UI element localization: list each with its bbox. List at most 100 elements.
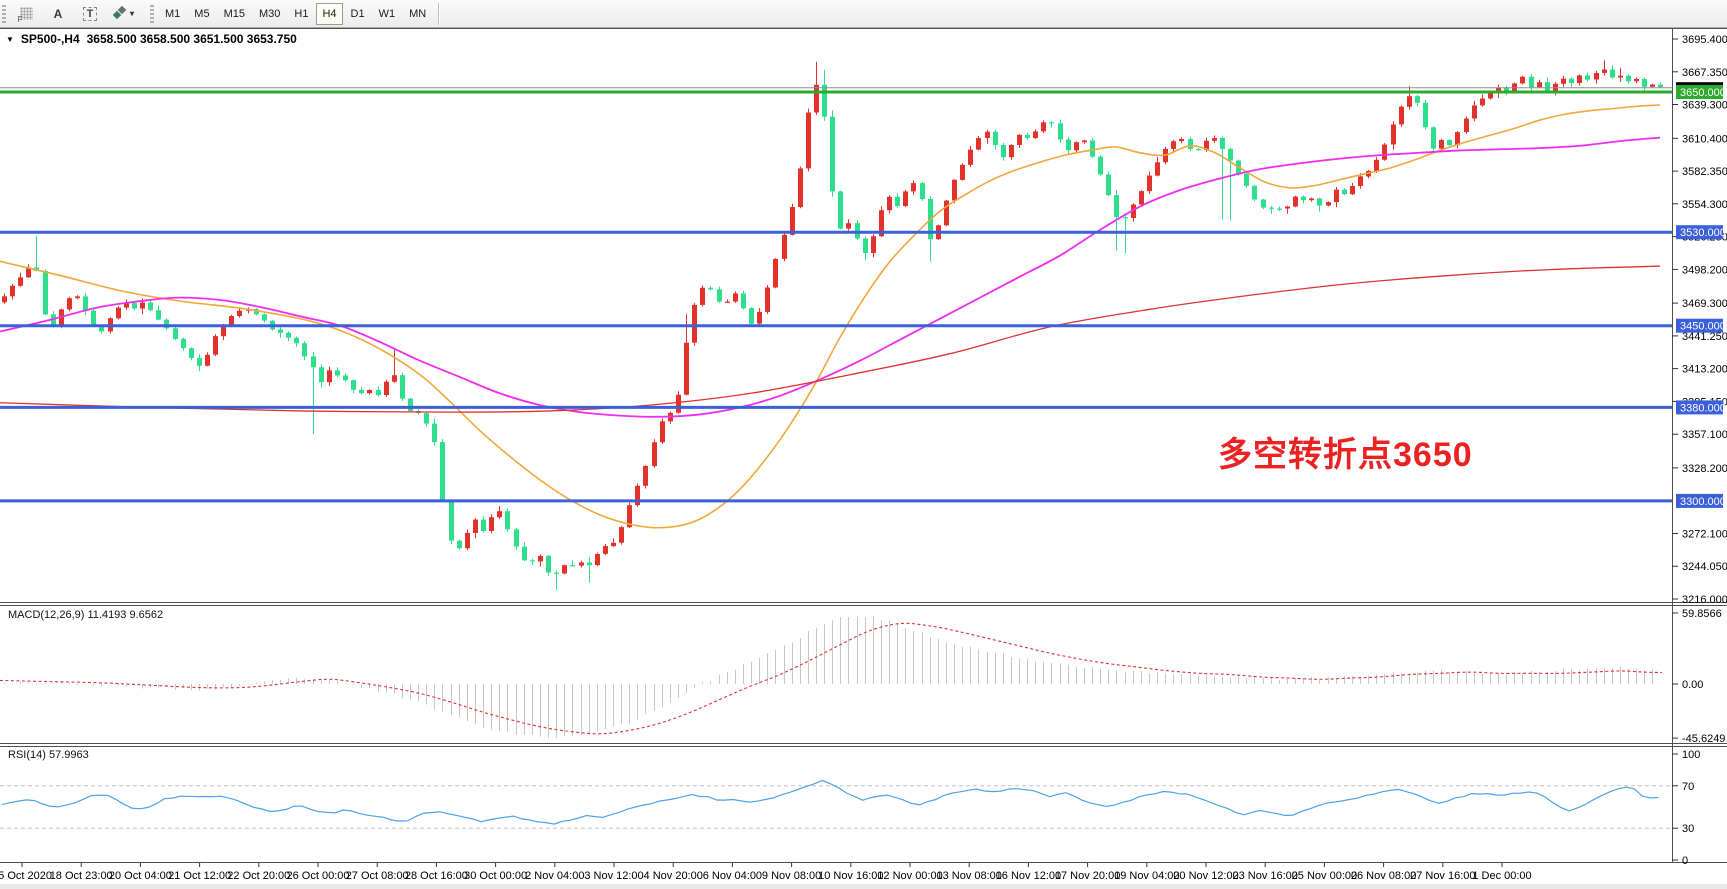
svg-text:3469.300: 3469.300: [1682, 298, 1727, 310]
svg-text:70: 70: [1682, 781, 1694, 793]
rsi-pane: [0, 779, 1672, 829]
svg-text:30 Oct 00:00: 30 Oct 00:00: [464, 870, 527, 882]
svg-text:3413.200: 3413.200: [1682, 364, 1727, 376]
price-box-3530.000: [1676, 225, 1723, 240]
svg-text:4 Nov 20:00: 4 Nov 20:00: [644, 870, 703, 882]
price-box-3650.000: [1676, 85, 1723, 99]
timeframe-button-m5[interactable]: M5: [194, 7, 210, 20]
letter-t-icon: T: [82, 6, 98, 21]
macd-signal-line: [0, 622, 1663, 735]
timeframe-button-h1[interactable]: H1: [294, 7, 309, 20]
svg-text:3450.000: 3450.000: [1680, 321, 1726, 333]
timeframe-button-d1[interactable]: D1: [350, 7, 365, 20]
toolbar: F A T ▾ M1 M5 M15 M30 H1 H4 D1 W1 MN: [0, 0, 1727, 28]
text-tool-button[interactable]: A: [44, 2, 72, 26]
textbox-tool-button[interactable]: T: [76, 2, 104, 26]
macd-pane: [0, 616, 1663, 738]
timeframe-button-m30[interactable]: M30: [258, 7, 281, 20]
svg-text:0: 0: [1682, 855, 1688, 867]
chart-title: ▼ SP500-,H4 3658.500 3658.500 3651.500 3…: [6, 32, 297, 46]
svg-text:3650.000: 3650.000: [1680, 87, 1726, 99]
template-tool-button[interactable]: F: [12, 2, 40, 26]
svg-text:26 Nov 08:00: 26 Nov 08:00: [1351, 870, 1416, 882]
ohlc-values-label: 3658.500 3658.500 3651.500 3653.750: [86, 32, 297, 46]
macd-indicator-label: MACD(12,26,9) 11.4193 9.6562: [8, 609, 164, 621]
svg-text:3 Nov 12:00: 3 Nov 12:00: [584, 870, 643, 882]
svg-text:23 Nov 16:00: 23 Nov 16:00: [1232, 870, 1297, 882]
svg-text:16 Nov 12:00: 16 Nov 12:00: [996, 870, 1061, 882]
timeframe-toolbar-grip[interactable]: [150, 4, 155, 23]
price-box-3380.000: [1676, 400, 1723, 415]
svg-text:3498.200: 3498.200: [1682, 264, 1727, 276]
svg-text:20 Oct 04:00: 20 Oct 04:00: [109, 870, 172, 882]
timeframe-button-mn[interactable]: MN: [409, 7, 427, 20]
svg-text:3554.300: 3554.300: [1682, 199, 1727, 211]
svg-text:3530.000: 3530.000: [1680, 227, 1726, 239]
svg-text:3300.000: 3300.000: [1680, 496, 1726, 508]
svg-text:12 Nov 00:00: 12 Nov 00:00: [877, 870, 942, 882]
svg-text:3667.350: 3667.350: [1682, 67, 1727, 79]
svg-text:27 Oct 08:00: 27 Oct 08:00: [346, 870, 409, 882]
svg-text:20 Nov 12:00: 20 Nov 12:00: [1173, 870, 1238, 882]
price-box-3300.000: [1676, 493, 1723, 508]
letter-a-icon: A: [53, 6, 63, 21]
arrows-tool-button[interactable]: ▾: [108, 2, 138, 26]
svg-text:30: 30: [1682, 823, 1694, 835]
svg-text:3610.400: 3610.400: [1682, 133, 1727, 145]
rsi-indicator-label: RSI(14) 57.9963: [8, 749, 89, 761]
macd-axis: 59.8566 0.00 -45.6249: [1672, 608, 1725, 745]
dropdown-caret-icon: ▾: [130, 9, 135, 18]
svg-text:3357.100: 3357.100: [1682, 429, 1727, 441]
symbol-period-label: SP500-,H4: [20, 32, 80, 46]
timeframe-button-group: M1 M5 M15 M30 H1 H4 D1 W1 MN: [158, 2, 433, 25]
svg-text:21 Oct 12:00: 21 Oct 12:00: [168, 870, 231, 882]
svg-text:28 Oct 16:00: 28 Oct 16:00: [405, 870, 468, 882]
svg-text:13 Nov 08:00: 13 Nov 08:00: [936, 870, 1001, 882]
price-axis: 3695.400 3667.350 3639.300 3610.400 3582.350…: [1672, 34, 1727, 606]
svg-text:-45.6249: -45.6249: [1682, 733, 1725, 745]
timeframe-button-w1[interactable]: W1: [378, 7, 396, 20]
svg-text:3272.100: 3272.100: [1682, 529, 1727, 541]
chart-annotation: 多空转折点3650: [1218, 436, 1473, 474]
svg-text:19 Nov 04:00: 19 Nov 04:00: [1114, 870, 1179, 882]
svg-text:3380.000: 3380.000: [1680, 402, 1726, 414]
svg-text:9 Nov 08:00: 9 Nov 08:00: [762, 870, 821, 882]
svg-text:27 Nov 16:00: 27 Nov 16:00: [1410, 870, 1475, 882]
svg-text:3695.400: 3695.400: [1682, 34, 1727, 46]
svg-text:26 Oct 00:00: 26 Oct 00:00: [287, 870, 350, 882]
svg-text:59.8566: 59.8566: [1682, 608, 1722, 620]
svg-text:0.00: 0.00: [1682, 679, 1703, 691]
svg-text:3441.250: 3441.250: [1682, 331, 1727, 343]
dotted-grid-icon: F: [18, 7, 33, 24]
grid-f-label: F: [17, 15, 23, 24]
price-box-3450.000: [1676, 318, 1723, 333]
svg-text:25 Nov 00:00: 25 Nov 00:00: [1292, 870, 1357, 882]
rsi-line: [1, 779, 1659, 825]
ma-slow-red: [0, 265, 1661, 413]
timeframe-button-m1[interactable]: M1: [165, 7, 181, 20]
svg-text:17 Nov 20:00: 17 Nov 20:00: [1055, 870, 1120, 882]
svg-text:3244.050: 3244.050: [1682, 561, 1727, 573]
svg-text:6 Nov 04:00: 6 Nov 04:00: [703, 870, 762, 882]
ma-mid-magenta: [0, 136, 1661, 418]
rsi-axis: 100 70 30 0: [1672, 749, 1700, 867]
svg-text:2 Nov 04:00: 2 Nov 04:00: [525, 870, 584, 882]
collapse-triangle-icon[interactable]: ▼: [6, 34, 14, 44]
candlestick-series: [0, 60, 1663, 590]
svg-text:3328.200: 3328.200: [1682, 463, 1727, 475]
toolbar-separator: [438, 2, 441, 25]
svg-text:10 Nov 16:00: 10 Nov 16:00: [818, 870, 883, 882]
svg-text:100: 100: [1682, 749, 1700, 761]
svg-text:3582.350: 3582.350: [1682, 166, 1727, 178]
ma-fast-orange: [0, 104, 1661, 529]
timeframe-button-h4[interactable]: H4: [316, 2, 343, 25]
price-level-lines: [0, 87, 1672, 503]
toolbar-grip[interactable]: [2, 4, 6, 23]
svg-text:18 Oct 23:00: 18 Oct 23:00: [50, 870, 113, 882]
svg-text:1 Dec 00:00: 1 Dec 00:00: [1472, 870, 1531, 882]
timeframe-button-m15[interactable]: M15: [223, 7, 245, 20]
svg-text:3216.000: 3216.000: [1682, 594, 1727, 606]
